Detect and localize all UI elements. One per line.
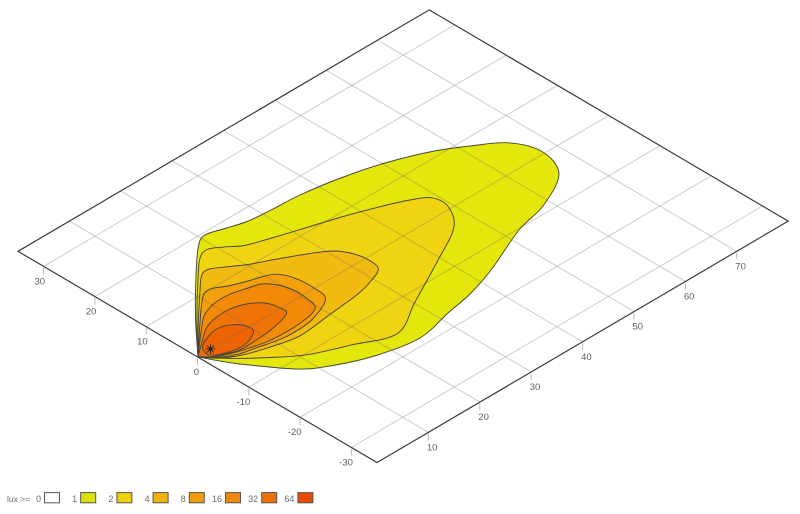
svg-text:10: 10 xyxy=(427,442,438,453)
svg-text:16: 16 xyxy=(212,494,222,504)
svg-text:-20: -20 xyxy=(288,427,302,438)
svg-text:10: 10 xyxy=(137,337,148,348)
svg-text:20: 20 xyxy=(478,412,489,423)
svg-text:-30: -30 xyxy=(339,457,353,468)
svg-text:64: 64 xyxy=(284,494,294,504)
svg-text:50: 50 xyxy=(633,322,644,333)
svg-text:8: 8 xyxy=(181,494,186,504)
svg-text:60: 60 xyxy=(684,291,695,302)
svg-text:32: 32 xyxy=(248,494,258,504)
svg-text:0: 0 xyxy=(36,494,41,504)
svg-text:2: 2 xyxy=(108,494,113,504)
svg-text:70: 70 xyxy=(735,261,746,272)
svg-text:-10: -10 xyxy=(237,397,251,408)
svg-text:1: 1 xyxy=(72,494,77,504)
svg-text:4: 4 xyxy=(145,494,150,504)
svg-text:30: 30 xyxy=(35,276,46,287)
svg-text:40: 40 xyxy=(581,352,592,363)
svg-text:0: 0 xyxy=(194,367,199,378)
svg-text:lux >=: lux >= xyxy=(7,494,30,504)
svg-text:20: 20 xyxy=(86,307,97,318)
svg-text:30: 30 xyxy=(530,382,541,393)
